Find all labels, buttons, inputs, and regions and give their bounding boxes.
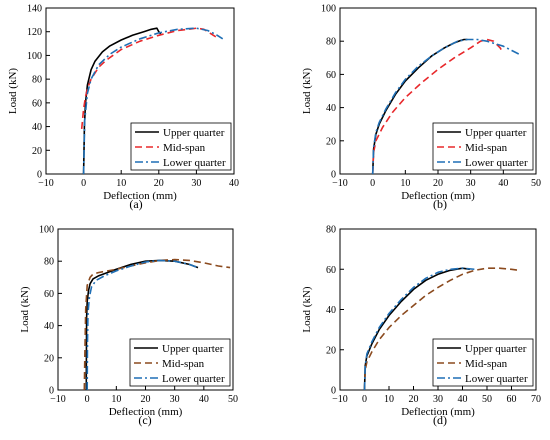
legend-label: Lower quarter (465, 157, 528, 169)
x-tick-label: 30 (191, 178, 201, 189)
y-tick-label: 100 (321, 4, 336, 15)
legend-label: Lower quarter (465, 373, 528, 385)
x-tick-label: 0 (81, 178, 86, 189)
x-tick-label: 10 (111, 394, 121, 405)
x-tick-label: −10 (332, 394, 348, 405)
series-line (371, 38, 468, 175)
series-line (371, 38, 521, 175)
x-tick-label: 0 (85, 394, 90, 405)
y-tick-label: 40 (326, 305, 336, 316)
y-tick-label: 100 (39, 225, 54, 236)
y-tick-label: 60 (32, 98, 42, 109)
x-tick-label: 30 (466, 178, 476, 189)
y-tick-label: 0 (49, 386, 54, 397)
y-tick-label: 80 (326, 37, 336, 48)
x-tick-label: −10 (38, 178, 54, 189)
x-tick-label: 40 (199, 394, 209, 405)
series-line (86, 259, 199, 391)
y-tick-label: 60 (326, 70, 336, 81)
y-axis-label: Load (kN) (301, 68, 313, 114)
y-tick-label: 120 (27, 27, 42, 38)
x-axis-label: Deflection (mm) (103, 190, 177, 202)
panel-caption: (d) (433, 413, 447, 427)
plot-frame (45, 7, 235, 175)
legend-label: Mid-span (465, 358, 508, 370)
x-tick-label: 30 (433, 394, 443, 405)
y-tick-label: 0 (331, 386, 336, 397)
y-tick-label: 20 (326, 136, 336, 147)
y-axis-label: Load (kN) (7, 68, 19, 114)
legend: Upper quarter Mid-span Lower quarter (130, 122, 232, 171)
legend: Upper quarter Mid-span Lower quarter (129, 338, 231, 387)
legend-label: Mid-span (465, 142, 508, 154)
x-tick-label: 0 (370, 178, 375, 189)
series-line (80, 27, 220, 129)
y-tick-label: 60 (44, 289, 54, 300)
x-axis-label: Deflection (mm) (401, 406, 475, 418)
x-tick-label: 50 (531, 178, 541, 189)
x-tick-label: 50 (482, 394, 492, 405)
x-axis-label: Deflection (mm) (109, 406, 183, 418)
y-tick-label: 20 (326, 345, 336, 356)
x-tick-label: 10 (116, 178, 126, 189)
x-tick-label: 20 (409, 394, 419, 405)
series-line (363, 267, 520, 391)
series-line (82, 27, 162, 175)
y-tick-label: 60 (326, 265, 336, 276)
x-tick-label: 60 (507, 394, 517, 405)
legend: Upper quarter Mid-span Lower quarter (432, 338, 534, 387)
x-tick-label: 0 (362, 394, 367, 405)
y-tick-label: 40 (44, 321, 54, 332)
y-tick-label: 80 (32, 75, 42, 86)
y-tick-label: 80 (44, 257, 54, 268)
y-tick-label: 20 (32, 146, 42, 157)
legend-label: Mid-span (163, 142, 206, 154)
series-line (371, 38, 504, 175)
chart-panel-a: −10 0 10 20 30 40020406080100120140Deflection… (7, 4, 239, 212)
panel-caption: (c) (138, 413, 151, 427)
x-tick-label: 40 (498, 178, 508, 189)
y-tick-label: 20 (44, 353, 54, 364)
x-tick-label: 10 (400, 178, 410, 189)
x-tick-label: 40 (458, 394, 468, 405)
legend: Upper quarter Mid-span Lower quarter (432, 122, 534, 171)
x-tick-label: 70 (531, 394, 541, 405)
legend-label: Upper quarter (163, 127, 225, 139)
y-tick-label: 0 (37, 170, 42, 181)
panel-caption: (a) (129, 197, 142, 211)
x-tick-label: 10 (384, 394, 394, 405)
y-tick-label: 100 (27, 51, 42, 62)
legend-label: Upper quarter (465, 127, 527, 139)
legend-label: Upper quarter (465, 343, 527, 355)
y-axis-label: Load (kN) (19, 286, 31, 332)
legend-label: Upper quarter (162, 343, 224, 355)
panel-caption: (b) (433, 197, 447, 211)
x-axis-label: Deflection (mm) (401, 190, 475, 202)
x-tick-label: 20 (141, 394, 151, 405)
y-tick-label: 40 (32, 122, 42, 133)
x-tick-label: 20 (433, 178, 443, 189)
legend-label: Lower quarter (163, 157, 226, 169)
y-tick-label: 40 (326, 103, 336, 114)
x-tick-label: 30 (170, 394, 180, 405)
x-tick-label: −10 (332, 178, 348, 189)
x-tick-label: 50 (228, 394, 238, 405)
x-tick-label: −10 (50, 394, 66, 405)
y-axis-label: Load (kN) (301, 286, 313, 332)
x-tick-label: 40 (229, 178, 239, 189)
x-tick-label: 20 (154, 178, 164, 189)
y-tick-label: 140 (27, 4, 42, 15)
legend-label: Lower quarter (162, 373, 225, 385)
y-tick-label: 80 (326, 225, 336, 236)
legend-label: Mid-span (162, 358, 205, 370)
y-tick-label: 0 (331, 170, 336, 181)
series-line (83, 258, 231, 391)
series-line (82, 27, 224, 175)
series-line (363, 267, 475, 391)
